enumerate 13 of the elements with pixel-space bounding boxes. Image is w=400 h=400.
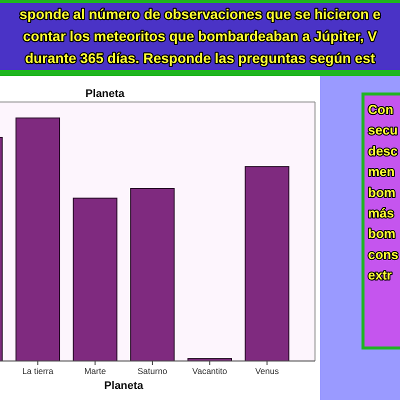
bar bbox=[244, 166, 290, 362]
x-tick-label: Venus bbox=[255, 366, 279, 376]
bar bbox=[72, 198, 118, 362]
x-axis-title: Planeta bbox=[104, 380, 144, 392]
chart-title: Planeta bbox=[85, 88, 126, 100]
x-tick-label: Vacantito bbox=[192, 366, 228, 376]
bar bbox=[16, 118, 60, 362]
x-tick-label: Saturno bbox=[138, 366, 168, 376]
x-tick-label: La tierra bbox=[22, 366, 54, 376]
text: Con secu desc men bom más bom cons extr bbox=[368, 102, 398, 283]
bar bbox=[130, 188, 175, 362]
x-tick-label: Marte bbox=[84, 366, 106, 376]
text: sponde al número de observaciones que se hicieron e contar los meteoritos que bombardeaban a Júpiter, V durante 365 días. Responde las preguntas según est bbox=[20, 6, 381, 66]
